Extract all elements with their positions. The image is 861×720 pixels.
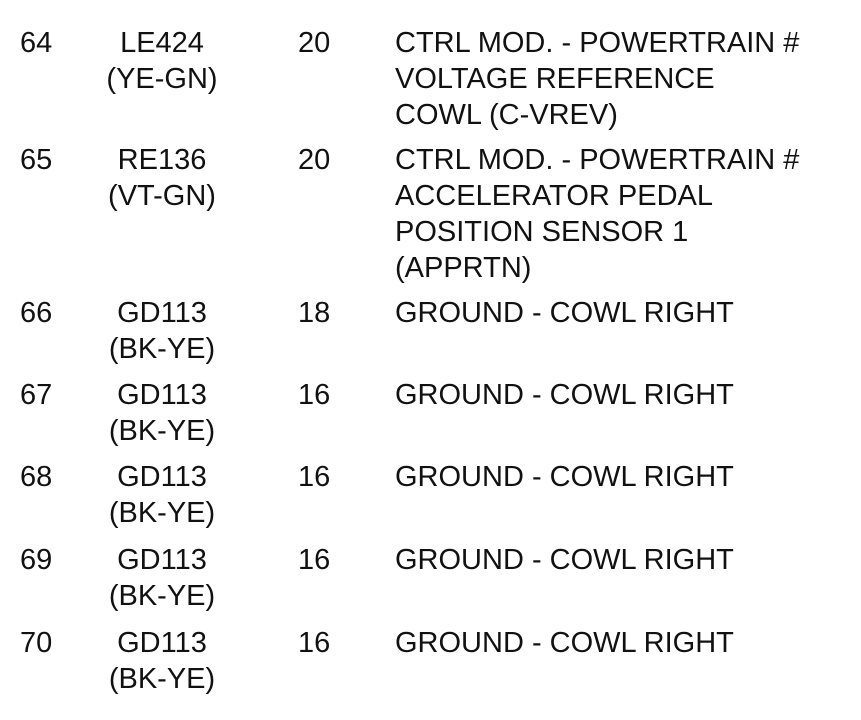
circuit-description-line: COWL (C-VREV) (395, 99, 618, 131)
wire-code-line: (BK-YE) (108, 333, 216, 365)
pin-number: 65 (20, 144, 53, 176)
pin-number: 69 (20, 544, 53, 576)
pin-number: 70 (20, 627, 53, 659)
wire-code: GD113 (BK-YE) (92, 295, 232, 367)
wire-code-line: GD113 (117, 297, 207, 329)
wire-gauge: 16 (298, 544, 331, 576)
circuit-description: CTRL MOD. - POWERTRAIN # ACCELERATOR PEDA… (395, 142, 861, 286)
wire-code: LE424 (YE-GN) (92, 25, 232, 97)
wire-code: RE136 (VT-GN) (92, 142, 232, 214)
wire-gauge: 16 (298, 627, 331, 659)
circuit-description-line: (APPRTN) (395, 252, 532, 284)
wire-code: GD113 (BK-YE) (92, 377, 232, 449)
pin-number: 66 (20, 297, 53, 329)
wire-code-line: (BK-YE) (108, 415, 216, 447)
wire-code-line: GD113 (117, 627, 207, 659)
circuit-description-line: GROUND - COWL RIGHT (395, 544, 734, 576)
wire-code-line: (BK-YE) (108, 663, 216, 695)
wire-code: GD113 (BK-YE) (92, 542, 232, 614)
wire-gauge: 18 (298, 297, 331, 329)
circuit-description: GROUND - COWL RIGHT (395, 459, 861, 495)
circuit-description: CTRL MOD. - POWERTRAIN # VOLTAGE REFERENC… (395, 25, 861, 133)
wire-code-line: (BK-YE) (108, 580, 216, 612)
wire-code-line: RE136 (117, 144, 207, 176)
wire-code: GD113 (BK-YE) (92, 625, 232, 697)
wire-code-line: GD113 (117, 544, 207, 576)
wire-code: GD113 (BK-YE) (92, 459, 232, 531)
wire-gauge: 20 (298, 144, 331, 176)
pin-number: 64 (20, 27, 53, 59)
wire-gauge: 16 (298, 379, 331, 411)
circuit-description-line: GROUND - COWL RIGHT (395, 297, 734, 329)
circuit-description: GROUND - COWL RIGHT (395, 625, 861, 661)
pin-number: 67 (20, 379, 53, 411)
wire-code-line: (YE-GN) (106, 63, 218, 95)
circuit-description-line: GROUND - COWL RIGHT (395, 627, 734, 659)
circuit-description: GROUND - COWL RIGHT (395, 295, 861, 331)
circuit-description: GROUND - COWL RIGHT (395, 377, 861, 413)
wire-gauge: 20 (298, 27, 331, 59)
wire-code-line: GD113 (117, 461, 207, 493)
wire-code-line: (BK-YE) (108, 497, 216, 529)
pin-number: 68 (20, 461, 53, 493)
circuit-description-line: ACCELERATOR PEDAL (395, 180, 714, 212)
circuit-description-line: GROUND - COWL RIGHT (395, 461, 734, 493)
wire-code-line: LE424 (120, 27, 204, 59)
circuit-description-line: CTRL MOD. - POWERTRAIN # (395, 27, 800, 59)
circuit-description-line: VOLTAGE REFERENCE (395, 63, 715, 95)
circuit-description-line: GROUND - COWL RIGHT (395, 379, 734, 411)
circuit-description-line: POSITION SENSOR 1 (395, 216, 689, 248)
wire-gauge: 16 (298, 461, 331, 493)
wire-code-line: (VT-GN) (108, 180, 216, 212)
wire-code-line: GD113 (117, 379, 207, 411)
circuit-description-line: CTRL MOD. - POWERTRAIN # (395, 144, 800, 176)
circuit-description: GROUND - COWL RIGHT (395, 542, 861, 578)
